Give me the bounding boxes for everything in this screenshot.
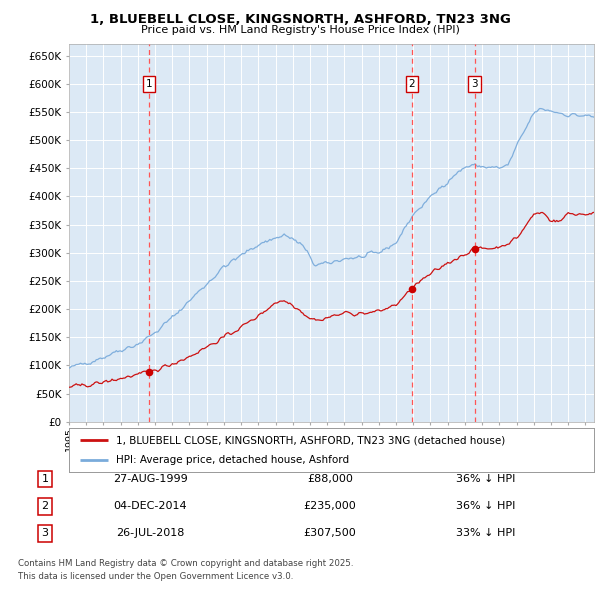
Text: 27-AUG-1999: 27-AUG-1999 xyxy=(113,474,187,484)
Text: 04-DEC-2014: 04-DEC-2014 xyxy=(113,502,187,511)
Text: 1: 1 xyxy=(146,79,152,89)
Text: 2: 2 xyxy=(41,502,49,511)
Text: 3: 3 xyxy=(41,529,49,538)
Text: 36% ↓ HPI: 36% ↓ HPI xyxy=(456,502,515,511)
Text: 1, BLUEBELL CLOSE, KINGSNORTH, ASHFORD, TN23 3NG (detached house): 1, BLUEBELL CLOSE, KINGSNORTH, ASHFORD, … xyxy=(116,435,505,445)
Text: Contains HM Land Registry data © Crown copyright and database right 2025.: Contains HM Land Registry data © Crown c… xyxy=(18,559,353,568)
Text: 26-JUL-2018: 26-JUL-2018 xyxy=(116,529,184,538)
Text: 3: 3 xyxy=(472,79,478,89)
Text: £307,500: £307,500 xyxy=(304,529,356,538)
Text: 36% ↓ HPI: 36% ↓ HPI xyxy=(456,474,515,484)
Text: 33% ↓ HPI: 33% ↓ HPI xyxy=(456,529,515,538)
Text: This data is licensed under the Open Government Licence v3.0.: This data is licensed under the Open Gov… xyxy=(18,572,293,581)
Text: £235,000: £235,000 xyxy=(304,502,356,511)
Text: Price paid vs. HM Land Registry's House Price Index (HPI): Price paid vs. HM Land Registry's House … xyxy=(140,25,460,35)
Text: 1: 1 xyxy=(41,474,49,484)
Text: 2: 2 xyxy=(409,79,415,89)
Text: 1, BLUEBELL CLOSE, KINGSNORTH, ASHFORD, TN23 3NG: 1, BLUEBELL CLOSE, KINGSNORTH, ASHFORD, … xyxy=(89,13,511,26)
Text: £88,000: £88,000 xyxy=(307,474,353,484)
Text: HPI: Average price, detached house, Ashford: HPI: Average price, detached house, Ashf… xyxy=(116,455,349,464)
